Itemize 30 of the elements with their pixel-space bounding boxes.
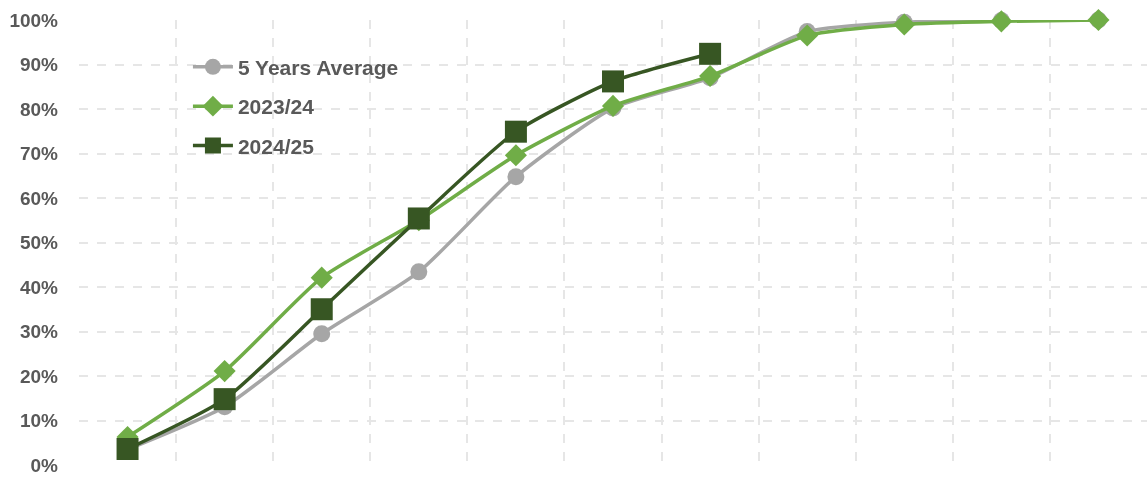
legend-label: 2023/24 (237, 95, 315, 119)
point (699, 65, 722, 88)
point (310, 266, 333, 289)
point (213, 360, 236, 383)
point (796, 24, 819, 47)
y-tick-label: 80% (19, 98, 59, 120)
point (313, 325, 331, 343)
legend-label: 2024/25 (237, 134, 315, 158)
point (990, 10, 1013, 33)
legend-label: 5 Years Average (237, 56, 399, 80)
point (410, 263, 428, 281)
y-tick-label: 90% (19, 54, 59, 76)
y-tick-label: 50% (19, 232, 59, 254)
y-tick-label: 10% (19, 410, 59, 432)
point (504, 120, 527, 143)
point (504, 144, 527, 167)
point (601, 94, 625, 117)
y-tick-label: 60% (19, 187, 59, 209)
y-tick-label: 30% (19, 321, 59, 343)
y-tick-label: 40% (19, 276, 59, 298)
y-tick-label: 100% (9, 9, 59, 31)
point (699, 42, 722, 65)
y-tick-label: 0% (30, 454, 59, 476)
point (310, 298, 333, 321)
y-tick-label: 20% (19, 365, 59, 387)
point (602, 70, 624, 93)
point (213, 388, 236, 411)
point (893, 13, 916, 36)
point (507, 168, 525, 186)
y-tick-label: 70% (19, 143, 59, 165)
